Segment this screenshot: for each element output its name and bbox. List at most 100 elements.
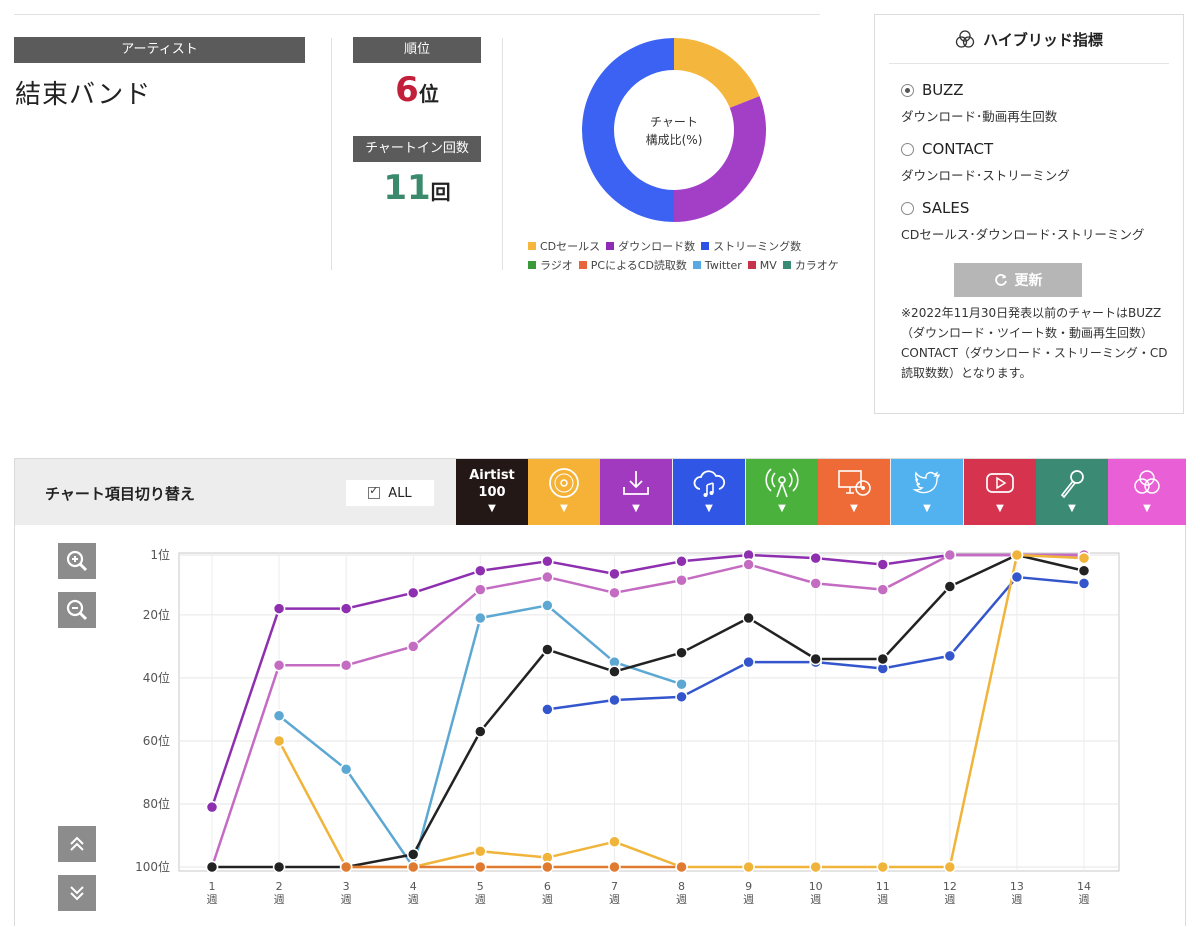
data-point[interactable] xyxy=(809,860,822,874)
data-point[interactable] xyxy=(541,703,554,716)
data-point[interactable] xyxy=(809,577,822,590)
x-tick-number: 5 xyxy=(477,880,484,893)
data-point[interactable] xyxy=(474,860,487,874)
data-point[interactable] xyxy=(339,763,353,776)
radio-button[interactable] xyxy=(901,83,914,97)
twitter-bird-icon xyxy=(912,471,940,494)
data-point[interactable] xyxy=(474,844,487,858)
data-point[interactable] xyxy=(742,655,755,669)
toggle-airtist-100[interactable]: Airtist 100 ▼ xyxy=(456,459,528,525)
data-point[interactable] xyxy=(474,611,487,625)
scroll-down-button[interactable] xyxy=(58,875,96,911)
data-point[interactable] xyxy=(675,677,688,691)
donut-center-line2: 構成比(%) xyxy=(646,133,703,147)
toggle-download[interactable]: ▼ xyxy=(600,459,672,525)
data-point[interactable] xyxy=(205,800,219,814)
data-point[interactable] xyxy=(675,860,688,874)
data-point[interactable] xyxy=(406,848,420,861)
scroll-up-button[interactable] xyxy=(58,826,96,862)
data-point[interactable] xyxy=(541,643,554,656)
data-point[interactable] xyxy=(943,649,957,663)
checkbox-icon[interactable] xyxy=(368,484,381,499)
toggle-karaoke[interactable]: ▼ xyxy=(1036,459,1108,525)
data-point[interactable] xyxy=(272,659,286,672)
data-point[interactable] xyxy=(675,573,688,587)
data-point[interactable] xyxy=(272,602,286,615)
data-point[interactable] xyxy=(474,564,487,578)
toggle-twitter[interactable]: ▼ xyxy=(891,459,963,525)
zoom-in-button[interactable] xyxy=(58,543,96,579)
data-point[interactable] xyxy=(675,555,688,568)
data-point[interactable] xyxy=(339,659,353,672)
x-tick-unit: 週 xyxy=(877,893,888,906)
data-point[interactable] xyxy=(943,580,957,593)
update-button[interactable]: 更新 xyxy=(954,263,1082,297)
data-point[interactable] xyxy=(608,567,621,581)
legend-swatch xyxy=(782,261,791,269)
radio-sales[interactable]: SALES xyxy=(901,199,969,217)
data-point[interactable] xyxy=(541,599,554,612)
data-point[interactable] xyxy=(608,586,621,600)
data-point[interactable] xyxy=(675,690,688,704)
data-point[interactable] xyxy=(205,860,219,874)
radio-button[interactable] xyxy=(901,142,914,156)
toggle-hybrid[interactable]: ▼ xyxy=(1108,459,1186,525)
data-point[interactable] xyxy=(406,586,420,600)
data-point[interactable] xyxy=(1077,577,1091,590)
data-point[interactable] xyxy=(1077,551,1091,565)
data-point[interactable] xyxy=(339,860,353,874)
x-tick-number: 9 xyxy=(745,880,752,893)
data-point[interactable] xyxy=(675,646,688,659)
x-tick-number: 6 xyxy=(544,880,551,893)
data-point[interactable] xyxy=(876,860,890,874)
x-tick-number: 7 xyxy=(611,880,618,893)
x-tick-unit: 週 xyxy=(944,893,955,906)
venn-icon xyxy=(955,30,975,48)
data-point[interactable] xyxy=(608,835,621,849)
data-point[interactable] xyxy=(406,860,420,874)
toggle-pc-cd[interactable]: ▼ xyxy=(818,459,890,525)
data-point[interactable] xyxy=(876,652,890,666)
artist-name: 結束バンド xyxy=(15,80,152,110)
data-point[interactable] xyxy=(1077,564,1091,578)
data-point[interactable] xyxy=(943,548,957,562)
toggle-radio[interactable]: ▼ xyxy=(746,459,818,525)
legend-item: ストリーミング数 xyxy=(701,238,801,254)
data-point[interactable] xyxy=(339,602,353,615)
data-point[interactable] xyxy=(272,734,286,748)
data-point[interactable] xyxy=(1010,570,1024,584)
hybrid-title: ハイブリッド指標 xyxy=(875,29,1183,50)
data-point[interactable] xyxy=(608,665,621,678)
data-point[interactable] xyxy=(809,652,822,666)
data-point[interactable] xyxy=(272,709,286,722)
data-point[interactable] xyxy=(742,558,755,571)
zoom-out-button[interactable] xyxy=(58,592,96,628)
data-point[interactable] xyxy=(474,583,487,596)
data-point[interactable] xyxy=(1010,548,1024,562)
divider xyxy=(331,38,332,270)
data-point[interactable] xyxy=(742,611,755,625)
toggle-streaming[interactable]: ▼ xyxy=(673,459,745,525)
radio-button[interactable] xyxy=(901,201,914,215)
data-point[interactable] xyxy=(608,860,621,874)
data-point[interactable] xyxy=(608,693,621,707)
data-point[interactable] xyxy=(876,558,890,571)
radio-buzz[interactable]: BUZZ xyxy=(901,81,964,99)
data-point[interactable] xyxy=(474,725,487,738)
all-checkbox[interactable]: ALL xyxy=(346,480,434,506)
data-point[interactable] xyxy=(943,860,957,874)
data-point[interactable] xyxy=(272,860,286,874)
radio-contact[interactable]: CONTACT xyxy=(901,140,993,158)
data-point[interactable] xyxy=(406,640,420,653)
data-point[interactable] xyxy=(541,555,554,568)
toggle-cd[interactable]: ▼ xyxy=(528,459,600,525)
data-point[interactable] xyxy=(742,860,755,874)
x-tick-unit: 週 xyxy=(408,893,419,906)
disc-icon xyxy=(549,468,579,498)
data-point[interactable] xyxy=(541,570,554,584)
data-point[interactable] xyxy=(876,583,890,596)
rank-unit: 位 xyxy=(418,82,439,106)
data-point[interactable] xyxy=(809,551,822,565)
data-point[interactable] xyxy=(541,860,554,874)
toggle-mv[interactable]: ▼ xyxy=(964,459,1036,525)
